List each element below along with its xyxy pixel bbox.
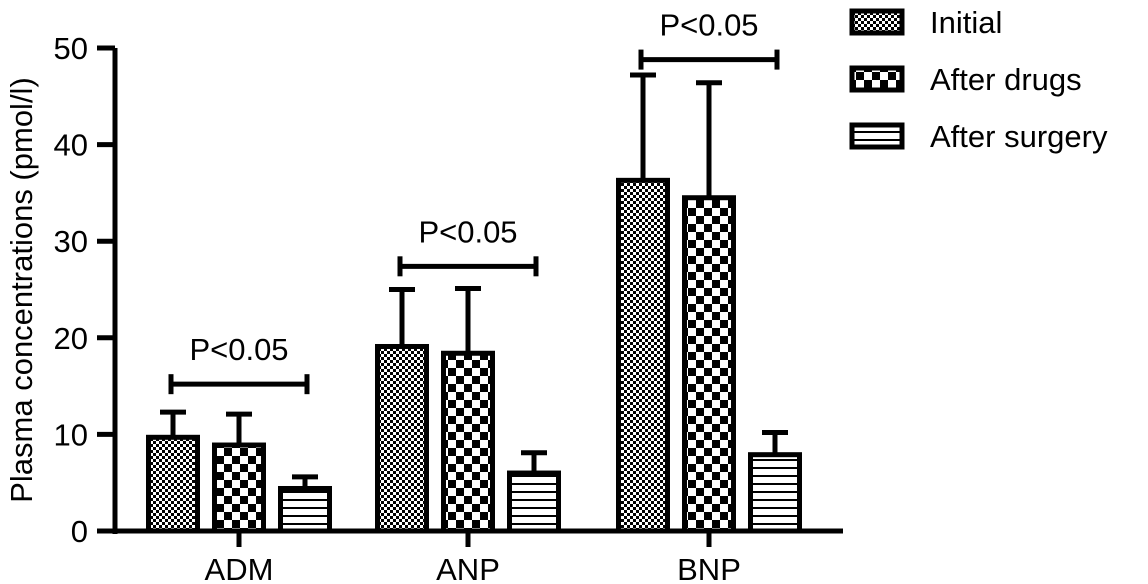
legend-label: After surgery: [930, 119, 1108, 154]
y-tick-label: 0: [71, 514, 88, 549]
y-tick-label: 50: [54, 31, 88, 66]
y-tick-label: 20: [54, 321, 88, 356]
legend-swatch-after-drugs: [849, 65, 905, 93]
bar-initial-bnp: [616, 177, 670, 534]
bar-after-surgery-anp: [507, 470, 561, 534]
y-tick-label: 10: [54, 417, 88, 452]
x-tick-label: ANP: [436, 552, 500, 584]
legend-label: Initial: [930, 5, 1002, 40]
significance-label: P<0.05: [418, 214, 517, 249]
y-ticks: 0 10 20 30 40 50: [54, 31, 115, 549]
legend-label: After drugs: [930, 62, 1082, 97]
x-tick-label: ADM: [205, 552, 274, 584]
bar-initial-adm: [146, 434, 200, 534]
bar-after-surgery-bnp: [748, 452, 802, 534]
bar-after-drugs-bnp: [682, 195, 736, 534]
bar-after-drugs-adm: [212, 442, 266, 534]
bar-initial-anp: [375, 343, 429, 534]
x-ticks: ADM ANP BNP: [205, 531, 741, 584]
x-axis: ADM ANP BNP: [113, 528, 843, 584]
y-axis-label: Plasma concentrations (pmol/l): [4, 77, 39, 503]
legend-swatch-after-surgery: [849, 122, 905, 150]
x-tick-label: BNP: [677, 552, 741, 584]
bar-after-drugs-anp: [441, 350, 495, 534]
legend-swatch-initial: [849, 8, 905, 36]
y-axis: 0 10 20 30 40 50: [54, 31, 118, 549]
significance-label: P<0.05: [659, 8, 758, 43]
y-tick-label: 40: [54, 128, 88, 163]
significance-annotations: P<0.05 P<0.05 P<0.05: [168, 8, 780, 395]
legend: Initial After drugs After surgery: [849, 5, 1108, 154]
y-tick-label: 30: [54, 224, 88, 259]
bars: [146, 177, 802, 534]
error-bars: [160, 72, 788, 489]
significance-label: P<0.05: [189, 332, 288, 367]
bar-after-surgery-adm: [278, 485, 332, 534]
